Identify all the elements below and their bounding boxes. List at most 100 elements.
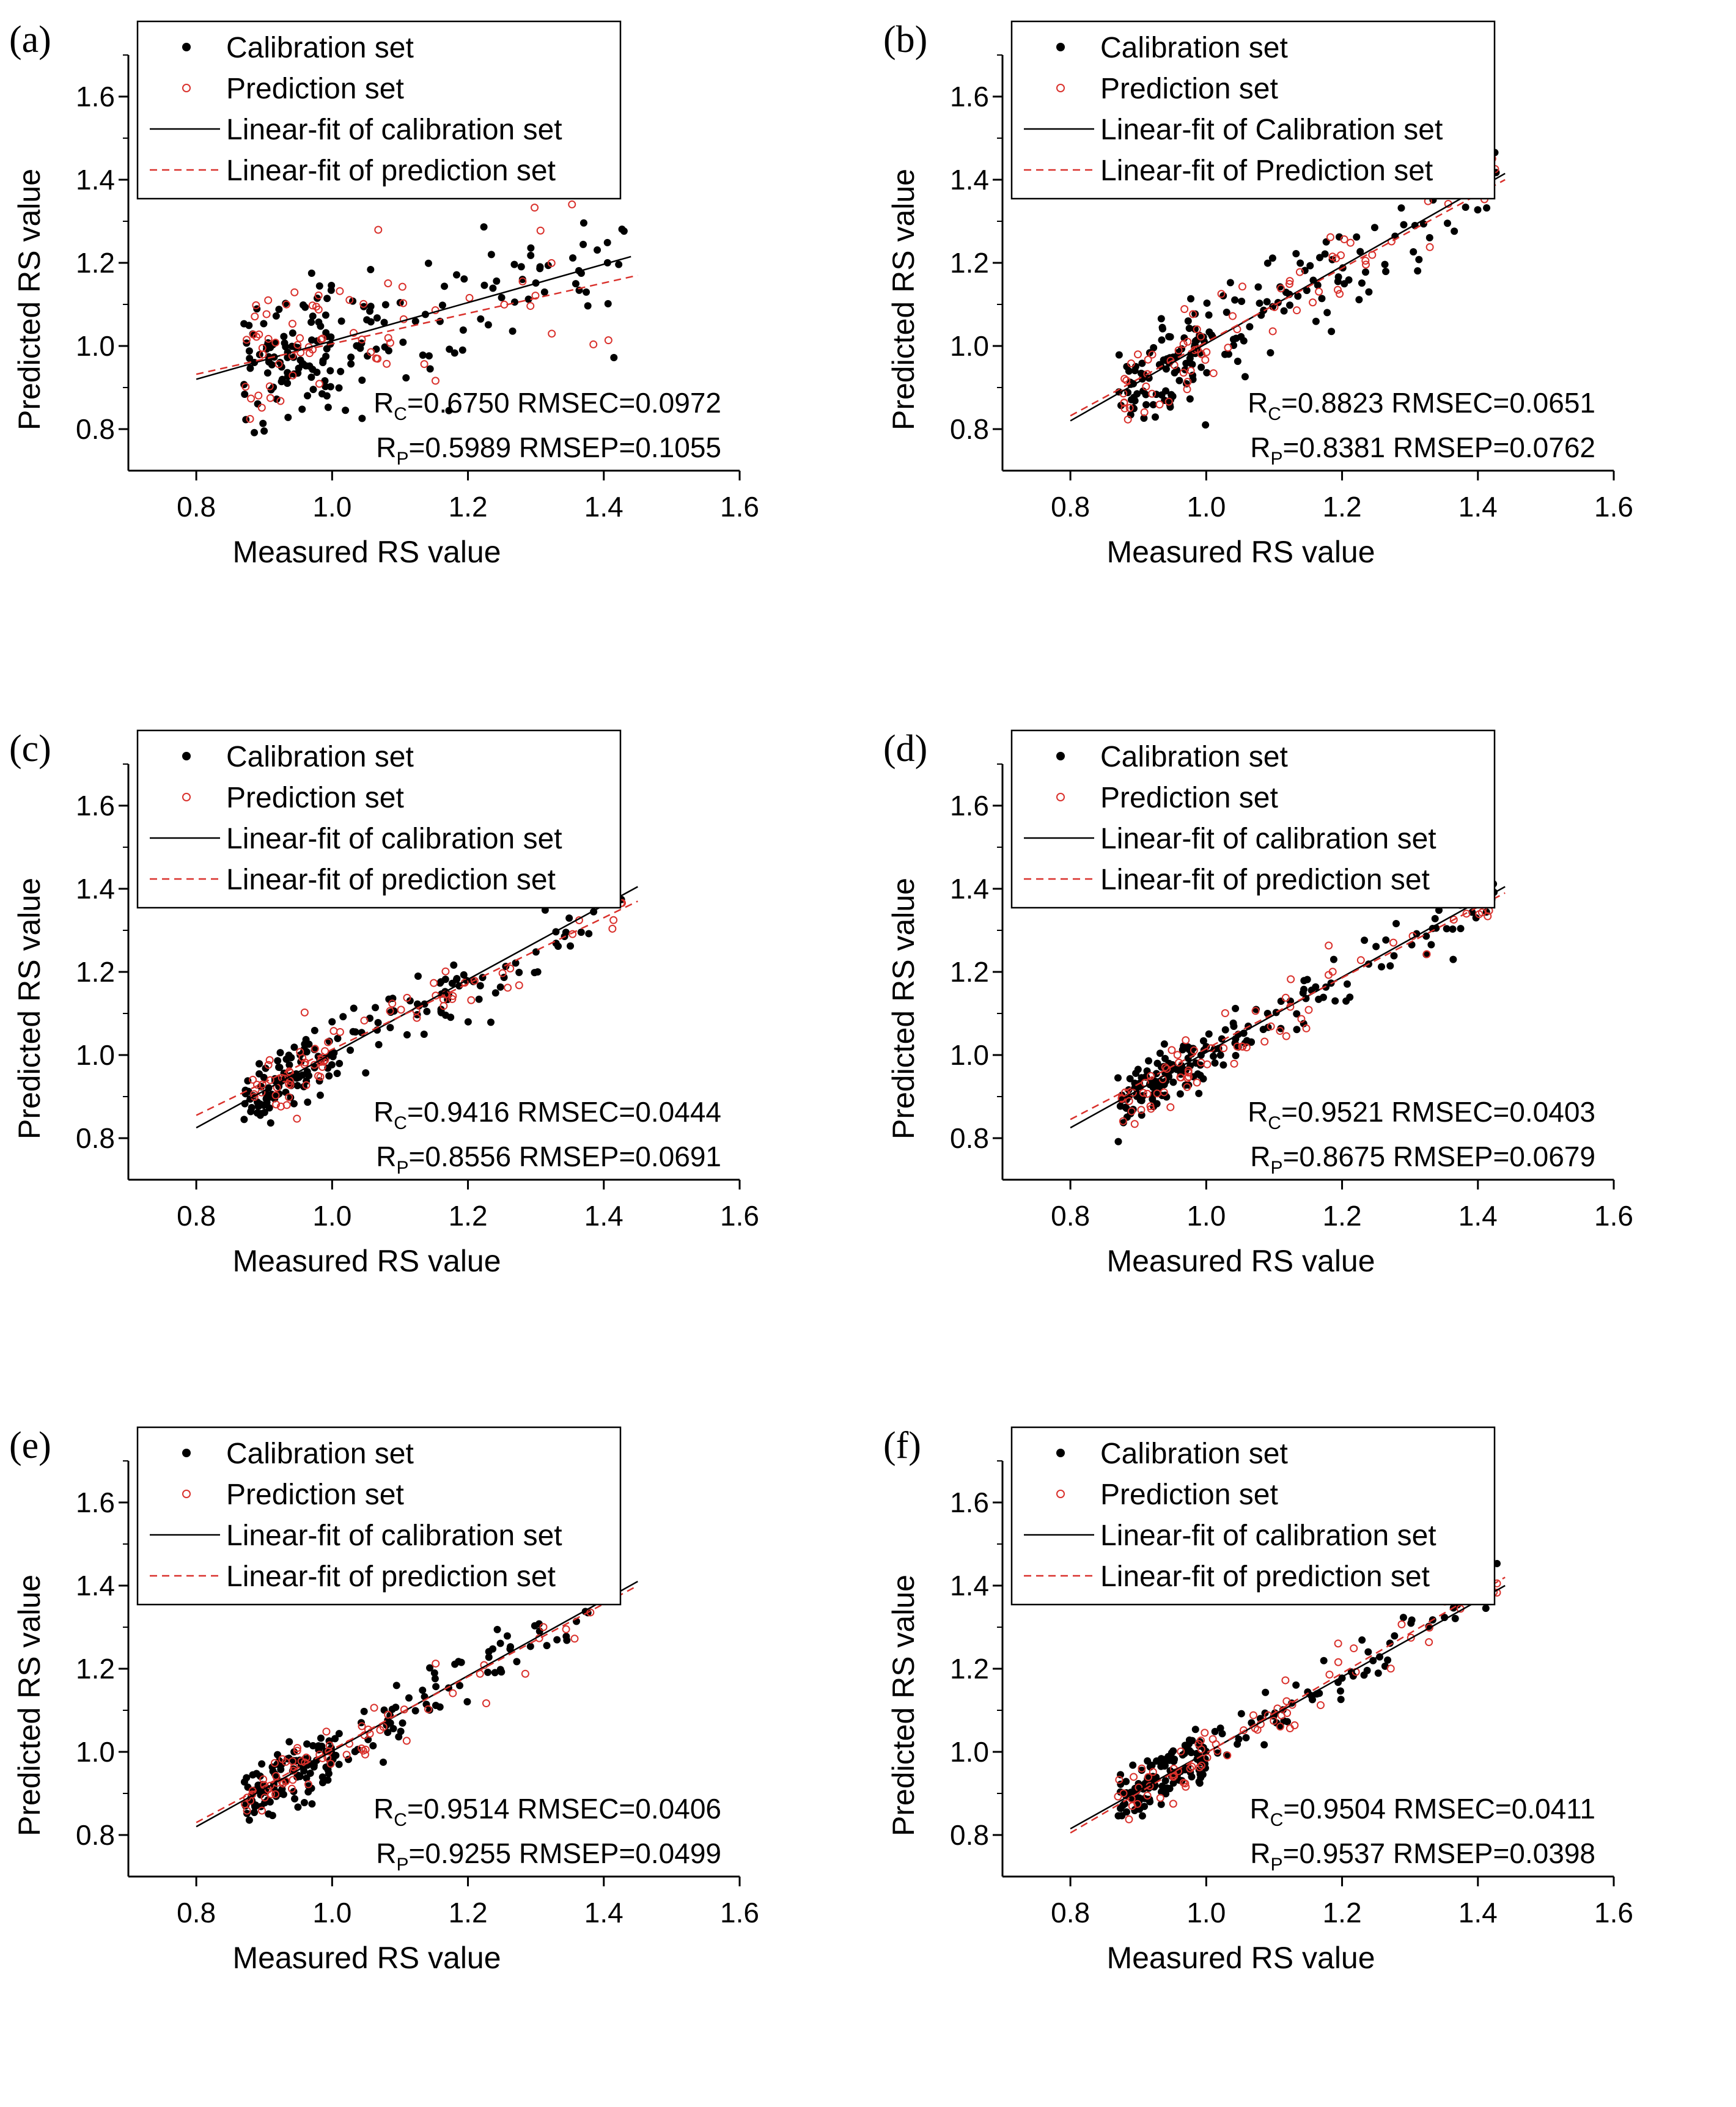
prediction-point: [264, 1061, 273, 1069]
y-tick-label: 1.4: [76, 873, 115, 905]
prediction-point: [1346, 238, 1355, 247]
prediction-point: [1285, 279, 1293, 288]
calibration-point: [579, 219, 587, 227]
prediction-point: [370, 1704, 378, 1712]
prediction-point: [1281, 993, 1290, 1002]
calibration-point: [1125, 367, 1133, 375]
calibration-point: [491, 1669, 499, 1677]
prediction-point: [358, 335, 366, 344]
calibration-point: [1231, 1039, 1239, 1047]
legend-label: Linear-fit of calibration set: [1100, 1520, 1436, 1552]
x-tick-label: 0.8: [1051, 1897, 1090, 1929]
calibration-point: [336, 1059, 344, 1067]
calibration-point: [333, 1070, 341, 1078]
prediction-point: [265, 382, 274, 391]
calibration-point: [1356, 248, 1364, 256]
calibration-point: [460, 275, 468, 283]
prediction-point: [1282, 1697, 1291, 1705]
prediction-point: [252, 1080, 261, 1089]
prediction-point: [1285, 277, 1294, 285]
prediction-point: [1177, 1073, 1185, 1082]
x-tick-label: 1.0: [312, 491, 351, 523]
calibration-point: [265, 1104, 273, 1112]
calibration-point: [1201, 1764, 1209, 1772]
prediction-point: [1186, 366, 1195, 375]
prediction-point: [1133, 1800, 1142, 1808]
prediction-point: [281, 1757, 290, 1766]
x-tick-label: 1.2: [1323, 1897, 1362, 1929]
calibration-point: [515, 968, 523, 976]
x-tick-label: 1.4: [584, 1200, 623, 1232]
calibration-point: [432, 1683, 440, 1691]
calibration-point: [367, 318, 375, 326]
calibration-point: [493, 277, 501, 285]
calibration-point: [325, 1072, 333, 1080]
prediction-point: [260, 1793, 269, 1802]
calibration-point: [1242, 1734, 1250, 1741]
prediction-point: [1209, 369, 1218, 378]
calibration-point: [414, 972, 422, 980]
calibration-point: [1408, 1616, 1416, 1624]
calibration-point: [1419, 220, 1427, 228]
calibration-point: [1131, 367, 1139, 375]
calibration-point: [411, 1707, 419, 1715]
prediction-point: [1155, 400, 1164, 409]
prediction-point: [399, 299, 408, 307]
calibration-point: [1263, 298, 1271, 306]
legend-label: Calibration set: [226, 32, 414, 64]
calibration-point: [437, 1006, 445, 1013]
calibration-point: [1205, 328, 1213, 336]
prediction-point: [413, 1013, 421, 1022]
prediction-point: [1175, 1058, 1183, 1067]
prediction-points: [241, 200, 612, 423]
prediction-point: [1336, 290, 1344, 298]
calibration-point: [1185, 325, 1193, 333]
calibration-point: [1191, 325, 1199, 333]
prediction-point: [290, 288, 299, 296]
calibration-point: [485, 1653, 493, 1661]
x-tick-label: 1.2: [449, 1897, 488, 1929]
calibration-point: [1216, 1724, 1224, 1732]
calibration-point: [1370, 224, 1378, 232]
calibration-point: [362, 1069, 370, 1077]
prediction-point: [420, 360, 428, 369]
calibration-point: [1157, 1800, 1165, 1808]
chart-panel-d: (d) 0.8 1.0 1.2 1.4 1.6 0.8 1.0 1.2 1.4 1.6 Measure…: [883, 728, 1633, 1278]
prediction-point: [562, 1625, 570, 1633]
calibration-point: [403, 1031, 411, 1039]
calibration-point: [436, 317, 444, 325]
calibration-point: [254, 1781, 262, 1789]
prediction-point: [1238, 282, 1246, 291]
prediction-point: [1273, 1704, 1282, 1713]
prediction-point: [361, 1745, 370, 1754]
y-tick-label: 1.0: [950, 1039, 989, 1071]
y-tick-label: 1.6: [950, 1487, 989, 1518]
prediction-point: [1130, 1773, 1138, 1781]
prediction-point: [1166, 1103, 1175, 1111]
prediction-point: [1315, 287, 1323, 296]
calibration-point: [290, 1100, 298, 1108]
prediction-point: [259, 1775, 268, 1784]
calibration-fit-line: [1070, 1584, 1506, 1829]
calibration-point: [265, 1810, 273, 1818]
prediction-point: [1196, 1763, 1204, 1771]
calibration-point: [303, 1068, 311, 1076]
calibration-point: [326, 367, 334, 375]
x-tick-label: 1.2: [449, 491, 488, 523]
calibration-point: [1138, 1767, 1146, 1774]
prediction-point: [1168, 1046, 1176, 1054]
calibration-point: [1184, 317, 1192, 325]
calibration-point: [460, 971, 468, 979]
prediction-point: [1127, 359, 1136, 368]
prediction-point: [300, 1008, 309, 1017]
legend-calibration-marker: [182, 752, 191, 760]
prediction-point: [1229, 312, 1237, 320]
calibration-point: [240, 320, 248, 328]
prediction-point: [1128, 1089, 1137, 1097]
calibration-point: [252, 1770, 260, 1778]
calibration-point: [1397, 204, 1405, 212]
calibration-point: [500, 973, 508, 981]
calibration-point: [324, 1776, 332, 1784]
prediction-point: [536, 226, 545, 235]
x-tick-label: 1.4: [1458, 491, 1498, 523]
